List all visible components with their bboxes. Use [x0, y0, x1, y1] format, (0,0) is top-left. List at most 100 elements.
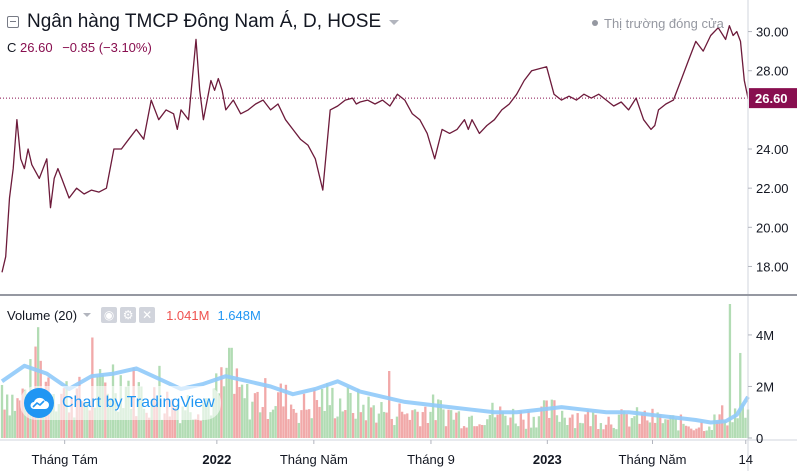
- volume-bar: [491, 402, 494, 438]
- volume-bar: [323, 410, 326, 438]
- volume-bar: [473, 426, 476, 438]
- time-tick-label: 2023: [533, 452, 562, 467]
- volume-bar: [261, 407, 264, 438]
- chevron-down-icon[interactable]: [83, 313, 92, 317]
- time-tick-label: 14: [739, 452, 753, 467]
- volume-bar: [16, 398, 19, 438]
- price-line: [1, 25, 749, 273]
- volume-bar: [555, 415, 559, 438]
- volume-bar: [367, 396, 370, 438]
- volume-bar: [682, 423, 685, 438]
- volume-bar: [452, 419, 455, 438]
- volume-bar: [248, 419, 251, 438]
- volume-bar: [653, 422, 657, 438]
- volume-bar: [723, 420, 726, 438]
- volume-bar: [610, 424, 613, 438]
- status-dot-icon: [592, 20, 598, 26]
- volume-bar: [269, 412, 272, 438]
- volume-bar: [708, 426, 711, 438]
- volume-bar: [741, 404, 744, 438]
- volume-bar: [475, 426, 479, 438]
- volume-bar: [246, 383, 249, 438]
- time-tick-label: 2022: [202, 452, 231, 467]
- volume-bar: [700, 422, 703, 438]
- volume-bar: [305, 409, 308, 438]
- volume-bar: [36, 327, 40, 438]
- volume-bar: [253, 393, 257, 438]
- volume-bar: [142, 408, 146, 438]
- volume-bar: [517, 426, 520, 438]
- time-tick-label: Tháng Năm: [280, 452, 348, 467]
- volume-tick-label: 0: [756, 431, 763, 446]
- volume-bar: [377, 413, 381, 438]
- volume-bar: [228, 347, 231, 438]
- volume-bar: [736, 418, 739, 438]
- volume-bar: [470, 415, 473, 438]
- volume-bar: [651, 408, 654, 438]
- volume-bar: [468, 416, 471, 438]
- volume-bar: [449, 410, 453, 438]
- volume-bar: [537, 416, 541, 438]
- volume-bar: [375, 422, 378, 438]
- price-tick-label: 28.00: [756, 64, 789, 79]
- volume-bar: [271, 409, 275, 438]
- volume-bar: [266, 419, 270, 438]
- volume-bar: [511, 408, 515, 438]
- volume-bar: [338, 398, 342, 438]
- volume-bar: [411, 410, 414, 438]
- volume-bar: [429, 411, 432, 438]
- volume-bar: [331, 387, 334, 438]
- eye-icon[interactable]: ◉: [101, 307, 118, 323]
- volume-bar: [599, 423, 603, 438]
- volume-bar: [638, 423, 641, 438]
- volume-bar: [57, 404, 60, 438]
- volume-bar: [710, 429, 714, 438]
- volume-bar: [289, 404, 293, 438]
- volume-bar: [160, 419, 164, 438]
- cloud-icon: [24, 388, 54, 418]
- volume-bar: [173, 407, 177, 438]
- volume-bar: [597, 429, 600, 438]
- volume-bar: [460, 428, 463, 438]
- volume-bar: [328, 405, 331, 438]
- volume-indicator-label[interactable]: Volume (20): [7, 307, 78, 323]
- volume-bar: [258, 412, 262, 438]
- volume-bar: [692, 430, 695, 438]
- volume-bar: [573, 428, 577, 438]
- close-icon[interactable]: ✕: [139, 307, 156, 323]
- volume-bar: [189, 412, 192, 438]
- volume-ma-line: [0, 363, 750, 425]
- volume-bar: [395, 416, 399, 438]
- volume-bar: [277, 392, 280, 438]
- tradingview-watermark[interactable]: Chart by TradingView: [20, 386, 221, 420]
- volume-bar: [697, 427, 701, 438]
- volume-tick-label: 2M: [756, 379, 774, 394]
- volume-bar: [243, 398, 246, 438]
- volume-bar: [184, 410, 187, 438]
- volume-bar: [591, 412, 595, 438]
- gear-icon[interactable]: ⚙: [120, 307, 137, 323]
- chevron-down-icon[interactable]: [389, 19, 400, 25]
- volume-bar: [385, 412, 388, 438]
- volume-bar: [656, 412, 659, 438]
- volume-bar: [483, 425, 486, 438]
- volume-bar: [695, 428, 698, 438]
- symbol-title[interactable]: Ngân hàng TMCP Đông Nam Á, D, HOSE: [27, 11, 382, 32]
- volume-bar: [530, 427, 533, 438]
- volume-bar: [496, 414, 499, 438]
- volume-bar: [233, 393, 236, 438]
- collapse-legend-icon[interactable]: [7, 16, 19, 28]
- volume-bar: [197, 414, 200, 438]
- volume-bar: [225, 367, 228, 438]
- volume-bar: [380, 402, 383, 438]
- volume-bar: [145, 412, 148, 438]
- price-tick-label: 24.00: [756, 142, 789, 157]
- volume-bar: [209, 415, 213, 438]
- volume-bar: [178, 423, 182, 438]
- volume-bar: [390, 418, 393, 438]
- volume-bar: [315, 400, 319, 438]
- ohlc-values: C 26.60 −0.85 (−3.10%): [7, 40, 399, 55]
- volume-bar: [542, 400, 546, 438]
- volume-bar: [135, 416, 138, 438]
- last-price-label: 26.60: [755, 91, 788, 106]
